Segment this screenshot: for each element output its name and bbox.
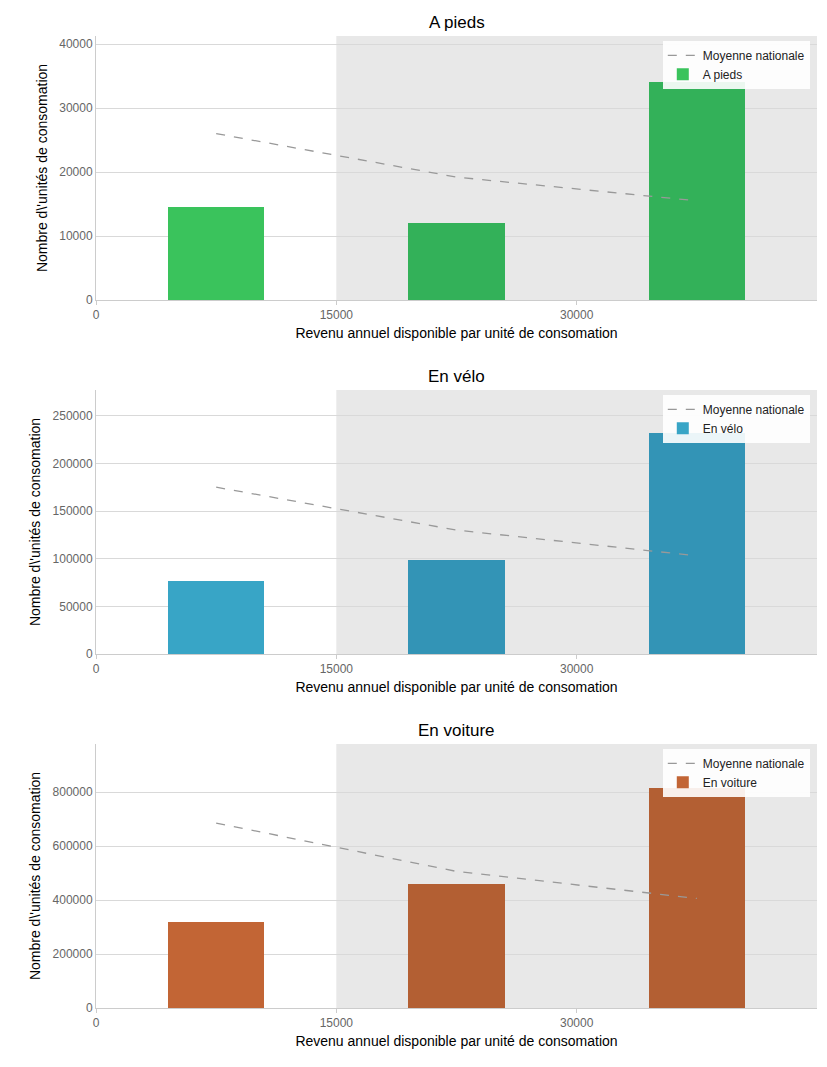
svg-text:A pieds: A pieds <box>703 68 742 82</box>
svg-text:Revenu annuel disponible par u: Revenu annuel disponible par unité de co… <box>295 325 617 341</box>
svg-text:En vélo: En vélo <box>703 422 743 436</box>
svg-text:10000: 10000 <box>59 229 93 243</box>
svg-text:15000: 15000 <box>320 662 354 676</box>
svg-text:0: 0 <box>86 293 93 307</box>
svg-text:15000: 15000 <box>320 308 354 322</box>
svg-text:30000: 30000 <box>560 308 594 322</box>
svg-text:0: 0 <box>86 647 93 661</box>
svg-text:15000: 15000 <box>320 1016 354 1030</box>
svg-text:0: 0 <box>93 662 100 676</box>
svg-text:Nombre d\'unités de consomatio: Nombre d\'unités de consomation <box>27 772 43 980</box>
svg-text:Nombre d\'unités de consomatio: Nombre d\'unités de consomation <box>27 418 43 626</box>
svg-text:600000: 600000 <box>53 839 93 853</box>
svg-text:30000: 30000 <box>59 101 93 115</box>
svg-text:200000: 200000 <box>53 457 93 471</box>
svg-text:50000: 50000 <box>59 600 93 614</box>
svg-text:Moyenne nationale: Moyenne nationale <box>703 403 805 417</box>
svg-text:20000: 20000 <box>59 165 93 179</box>
svg-text:250000: 250000 <box>53 409 93 423</box>
svg-text:Revenu annuel disponible par u: Revenu annuel disponible par unité de co… <box>295 679 617 695</box>
svg-text:En vélo: En vélo <box>428 367 485 386</box>
svg-text:400000: 400000 <box>53 893 93 907</box>
svg-text:Revenu annuel disponible par u: Revenu annuel disponible par unité de co… <box>295 1033 617 1049</box>
svg-text:En voiture: En voiture <box>418 721 495 740</box>
svg-text:40000: 40000 <box>59 37 93 51</box>
svg-text:30000: 30000 <box>560 662 594 676</box>
svg-text:A pieds: A pieds <box>429 13 485 32</box>
svg-text:Moyenne nationale: Moyenne nationale <box>703 49 805 63</box>
svg-text:800000: 800000 <box>53 785 93 799</box>
svg-text:Nombre d\'unités de consomatio: Nombre d\'unités de consomation <box>34 64 50 272</box>
svg-text:Moyenne nationale: Moyenne nationale <box>703 757 805 771</box>
svg-text:100000: 100000 <box>53 552 93 566</box>
svg-text:0: 0 <box>86 1001 93 1015</box>
svg-text:En voiture: En voiture <box>703 776 757 790</box>
svg-text:200000: 200000 <box>53 947 93 961</box>
svg-text:150000: 150000 <box>53 504 93 518</box>
svg-text:30000: 30000 <box>560 1016 594 1030</box>
svg-text:0: 0 <box>93 1016 100 1030</box>
svg-text:0: 0 <box>93 308 100 322</box>
